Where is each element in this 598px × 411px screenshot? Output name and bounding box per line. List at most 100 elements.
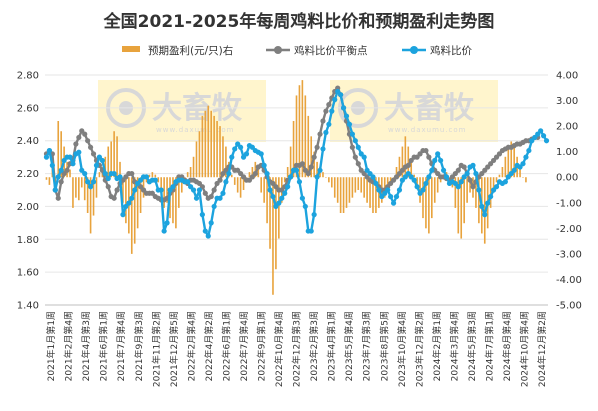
data-point xyxy=(405,162,411,168)
profit-bar xyxy=(198,131,201,178)
data-point xyxy=(455,167,461,173)
y-right-tick-label: 0.00 xyxy=(556,173,578,184)
data-point xyxy=(43,154,50,160)
data-point xyxy=(226,170,232,177)
data-point xyxy=(132,187,138,193)
x-tick-label: 2021年2月第4周 xyxy=(63,311,75,381)
data-point xyxy=(202,228,208,234)
profit-bar xyxy=(513,146,515,178)
profit-bar xyxy=(278,177,280,239)
profit-bar xyxy=(48,177,51,185)
data-point xyxy=(252,170,258,177)
data-point xyxy=(193,195,200,201)
profit-bar xyxy=(75,177,77,198)
profit-bar xyxy=(433,177,436,203)
data-point xyxy=(105,175,111,182)
profit-bar xyxy=(336,177,339,203)
y-right-tick-label: -1.00 xyxy=(556,198,582,209)
data-point xyxy=(502,179,508,185)
profit-bar xyxy=(213,115,215,178)
data-point xyxy=(129,195,135,201)
x-tick-label: 2022年7月第4周 xyxy=(238,311,250,381)
data-point xyxy=(470,184,476,190)
data-point xyxy=(390,200,397,206)
profit-bar xyxy=(269,177,271,249)
data-point xyxy=(105,184,111,190)
profit-bar xyxy=(431,177,433,219)
profit-bar xyxy=(95,177,98,198)
data-point xyxy=(120,212,126,218)
data-point xyxy=(393,193,400,200)
x-tick-label: 2023年8月第5周 xyxy=(378,311,390,381)
profit-bar xyxy=(251,167,254,178)
data-point xyxy=(332,97,338,103)
data-point xyxy=(302,203,308,210)
data-point xyxy=(126,200,132,206)
x-tick-label: 2021年4月第3周 xyxy=(80,311,92,381)
data-point xyxy=(232,146,238,152)
data-point xyxy=(343,113,350,119)
data-point xyxy=(223,179,229,185)
profit-bar xyxy=(410,161,413,178)
profit-bar xyxy=(236,177,239,193)
profit-bar xyxy=(310,136,313,178)
data-point xyxy=(82,131,88,137)
data-point xyxy=(217,177,223,183)
profit-bar xyxy=(151,172,154,178)
data-point xyxy=(388,193,394,200)
data-point xyxy=(317,167,323,173)
y-right-tick-label: 3.00 xyxy=(556,96,578,107)
data-point xyxy=(488,193,494,200)
profit-bar xyxy=(122,177,124,203)
profit-bar xyxy=(266,177,268,224)
profit-bar xyxy=(386,177,389,190)
profit-bar xyxy=(72,177,74,208)
profit-bar xyxy=(313,151,315,178)
y-left-tick-label: 1.60 xyxy=(17,268,39,279)
profit-bar xyxy=(92,177,95,216)
profit-bar xyxy=(260,177,263,193)
profit-bar xyxy=(254,161,257,178)
profit-bar xyxy=(333,177,336,198)
data-point xyxy=(461,164,467,170)
data-point xyxy=(314,174,320,180)
data-point xyxy=(349,131,355,137)
y-left-tick-label: 2.60 xyxy=(17,103,39,114)
legend-item: 预期盈利(元/只)右 xyxy=(122,44,233,57)
profit-bar xyxy=(160,177,162,190)
profit-bar xyxy=(178,177,180,208)
data-point xyxy=(426,154,432,160)
data-point xyxy=(520,161,526,167)
data-point xyxy=(526,147,532,154)
x-tick-label: 2024年3月第4周 xyxy=(448,311,460,381)
legend-item: 鸡料比价 xyxy=(402,44,472,57)
data-point xyxy=(211,203,217,210)
data-point xyxy=(511,167,517,173)
x-tick-label: 2023年5月第4周 xyxy=(343,311,355,381)
data-point xyxy=(282,190,288,196)
profit-bar xyxy=(295,95,298,178)
legend-swatch-marker xyxy=(410,46,418,54)
data-point xyxy=(129,170,135,177)
data-point xyxy=(438,157,444,164)
data-point xyxy=(143,174,150,180)
data-point xyxy=(205,233,211,239)
data-point xyxy=(370,174,376,180)
data-point xyxy=(270,193,276,200)
watermark-brand: 大畜牧 xyxy=(384,91,475,126)
profit-bar xyxy=(439,177,442,183)
profit-bar xyxy=(489,177,492,208)
profit-bar xyxy=(519,167,521,178)
profit-bar xyxy=(145,177,148,183)
profit-bar xyxy=(492,177,495,193)
profit-bar xyxy=(436,177,439,193)
data-point xyxy=(414,184,420,190)
profit-bar xyxy=(454,177,457,208)
profit-bar xyxy=(348,177,351,203)
x-tick-label: 2021年9月第3周 xyxy=(133,311,145,381)
y-left-tick-label: 2.00 xyxy=(17,202,39,213)
profit-bar xyxy=(116,136,118,178)
data-point xyxy=(429,167,435,173)
